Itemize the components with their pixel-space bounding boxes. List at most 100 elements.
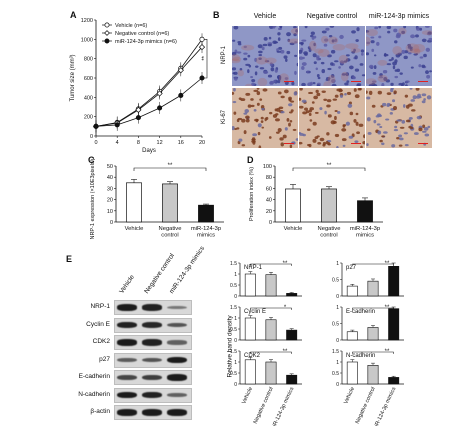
cell-nucleus [327,142,331,146]
cell-nucleus [359,63,364,66]
cell-nucleus [394,69,398,72]
membrane-stain [320,35,329,44]
cell-nucleus [288,103,293,107]
cell-nucleus [421,93,427,97]
cell-nucleus [389,112,393,115]
cell-nucleus [404,94,409,98]
cell-nucleus [425,70,429,75]
cell-nucleus [247,54,251,58]
x-tick-label: Negative control [355,386,377,425]
x-tick-label: 12 [157,140,163,146]
cell-nucleus [316,84,321,86]
cell-nucleus [288,122,291,127]
cell-nucleus [345,121,350,126]
cell-nucleus [321,68,326,74]
blot-row-label: Cyclin E [86,320,110,328]
x-tick-label: 20 [199,140,205,146]
bar [285,188,301,223]
membrane-stain [317,48,330,57]
cell-nucleus [426,95,432,100]
cell-nucleus [354,94,360,99]
cell-nucleus [379,73,383,77]
ihc-tissue-image [299,88,365,148]
cell-nucleus [382,69,388,74]
bar [286,293,298,297]
cell-nucleus [279,137,284,141]
series-line [95,39,203,127]
y-tick-label: 40 [266,198,272,204]
cell-nucleus [311,101,315,104]
significance-label: ** [385,349,390,355]
cell-nucleus [301,99,307,103]
cell-nucleus [342,124,346,128]
bar [286,374,298,385]
significance-label: ** [385,305,390,311]
cell-nucleus [373,65,377,70]
cell-nucleus [416,115,422,120]
x-tick-label: Vehicle [241,386,254,405]
ihc-tissue-image [366,26,432,86]
cell-nucleus [421,130,427,133]
cell-nucleus [312,138,317,143]
significance-label: ** [283,349,288,355]
cell-nucleus [233,77,238,81]
y-tick-label: 0.5 [332,278,339,284]
cell-nucleus [360,49,365,53]
cell-nucleus [295,138,298,141]
significance-bracket [352,307,394,310]
blot-band [167,322,187,328]
blot-band [117,357,137,363]
cell-nucleus [232,88,236,92]
y-tick-label: 0 [336,294,339,300]
cell-nucleus [409,88,413,90]
data-point [198,43,206,51]
cell-nucleus [237,41,242,44]
blot-band [167,340,187,345]
y-tick-label: 10 [107,209,113,215]
y-tick-label: 1.5 [332,349,339,355]
cell-nucleus [407,45,412,49]
band-density-bar-chart: 0 0.5 1 1.5 Cyclin E * [230,305,302,344]
cell-nucleus [325,27,330,31]
cell-nucleus [306,128,311,131]
data-point [114,122,120,128]
membrane-stain [421,30,432,36]
cell-nucleus [243,130,247,135]
y-tick-label: 1 [336,360,339,366]
cell-nucleus [393,90,397,95]
cell-nucleus [262,43,268,47]
cell-nucleus [243,52,248,55]
cell-nucleus [427,31,432,35]
cell-nucleus [378,26,382,29]
blot-band [142,374,162,381]
cell-nucleus [391,144,396,148]
significance-bracket [250,263,292,266]
cell-nucleus [259,67,265,70]
cell-nucleus [390,82,394,86]
blot-row-label: β-actin [90,408,110,415]
x-axis-label: Days [142,148,156,154]
chart-title: N-cadherin [346,353,375,359]
membrane-stain [237,69,244,77]
cell-nucleus [236,127,240,130]
cell-nucleus [366,41,371,45]
cell-nucleus [280,142,284,147]
cell-nucleus [256,102,260,106]
cell-nucleus [331,78,336,84]
cell-nucleus [356,83,360,86]
y-tick-label: 1 [336,305,339,311]
membrane-stain [290,27,298,35]
cell-nucleus [344,82,349,86]
cell-nucleus [299,141,303,145]
cell-nucleus [392,61,397,66]
cell-nucleus [299,42,304,45]
cell-nucleus [413,53,418,56]
cell-nucleus [245,92,251,96]
cell-nucleus [429,70,432,73]
membrane-stain [232,58,241,64]
blot-band [142,391,162,399]
cell-nucleus [236,51,242,54]
blot-row-label: E-cadherin [78,373,110,380]
cell-nucleus [326,104,331,108]
cell-nucleus [268,136,272,139]
